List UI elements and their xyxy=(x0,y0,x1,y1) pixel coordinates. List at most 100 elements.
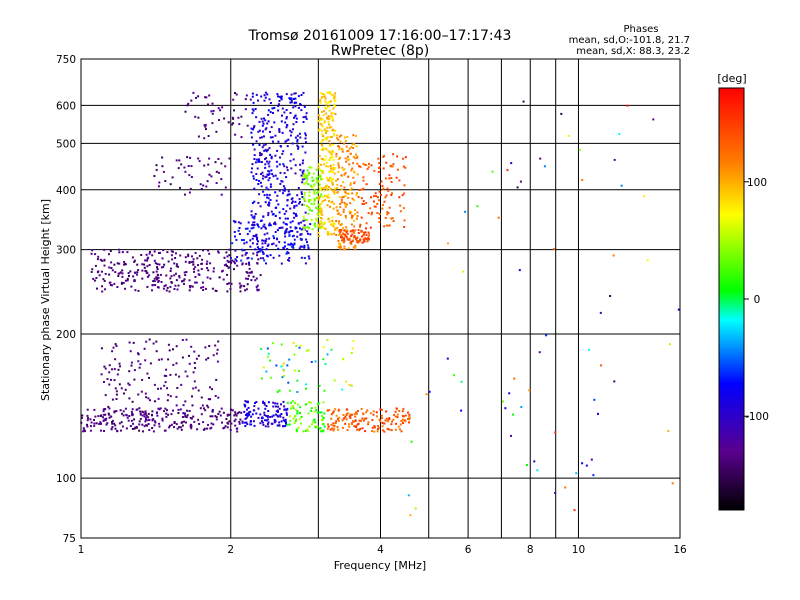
data-point xyxy=(356,192,358,194)
data-point xyxy=(353,171,356,174)
data-point xyxy=(282,192,284,195)
data-point xyxy=(318,173,321,176)
data-point xyxy=(296,230,299,233)
data-point xyxy=(269,185,272,188)
data-point xyxy=(180,163,183,166)
data-point xyxy=(272,140,274,143)
data-point xyxy=(306,218,308,221)
data-point xyxy=(194,252,197,254)
data-point xyxy=(231,123,234,126)
data-point xyxy=(261,246,264,249)
data-point xyxy=(271,243,274,246)
data-point xyxy=(338,135,341,138)
data-point xyxy=(298,418,301,421)
data-point xyxy=(283,374,286,377)
data-point xyxy=(295,344,298,347)
data-point xyxy=(245,277,247,280)
data-point xyxy=(152,280,155,283)
data-point xyxy=(115,410,118,413)
data-point xyxy=(281,114,283,117)
data-point xyxy=(144,392,147,395)
data-point xyxy=(292,341,295,344)
data-point xyxy=(268,177,271,179)
data-point xyxy=(335,152,338,155)
data-point xyxy=(354,415,357,418)
data-point xyxy=(175,265,178,268)
data-point xyxy=(144,420,147,423)
data-point xyxy=(331,150,334,152)
data-point xyxy=(497,216,500,219)
data-point xyxy=(248,413,251,416)
data-point xyxy=(224,186,227,189)
data-point xyxy=(295,227,298,229)
data-point xyxy=(203,124,206,127)
data-point xyxy=(86,425,89,428)
data-point xyxy=(314,426,317,429)
data-point xyxy=(264,226,267,229)
data-point xyxy=(309,184,312,187)
data-point xyxy=(303,224,306,227)
data-point xyxy=(216,348,219,351)
data-point xyxy=(351,214,353,217)
data-point xyxy=(217,171,220,174)
data-point xyxy=(291,142,294,145)
data-point xyxy=(353,413,356,416)
data-point xyxy=(600,364,603,367)
data-point xyxy=(338,232,341,235)
data-point xyxy=(320,169,323,172)
data-point xyxy=(300,221,303,224)
data-point xyxy=(306,244,309,247)
data-point xyxy=(309,198,312,201)
data-point xyxy=(332,129,335,131)
data-point xyxy=(317,105,320,108)
data-point xyxy=(373,425,376,428)
data-point xyxy=(378,162,381,165)
data-point xyxy=(575,472,578,475)
data-point xyxy=(278,421,281,424)
data-point xyxy=(334,167,337,169)
data-point xyxy=(301,196,304,198)
data-point xyxy=(247,406,250,409)
data-point xyxy=(320,193,323,196)
data-point xyxy=(266,347,269,350)
data-point xyxy=(273,237,275,240)
data-point xyxy=(134,289,137,292)
data-point xyxy=(319,101,322,104)
data-point xyxy=(125,427,128,430)
data-point xyxy=(251,112,254,115)
data-point xyxy=(113,282,116,285)
data-point xyxy=(289,230,292,232)
data-point xyxy=(173,426,175,429)
data-point xyxy=(131,413,134,415)
data-point xyxy=(348,238,351,241)
data-point xyxy=(118,251,121,254)
data-point xyxy=(355,194,358,196)
data-point xyxy=(241,248,244,251)
data-point xyxy=(110,415,113,418)
data-point xyxy=(179,408,182,411)
data-point xyxy=(299,227,301,230)
data-point xyxy=(185,416,188,419)
data-point xyxy=(211,409,214,411)
data-point xyxy=(143,413,146,416)
data-point xyxy=(234,92,236,94)
data-point xyxy=(298,369,301,372)
data-point xyxy=(267,243,270,246)
data-point xyxy=(304,226,307,229)
data-point xyxy=(352,229,355,232)
data-point xyxy=(302,430,305,433)
data-point xyxy=(314,360,317,363)
data-point xyxy=(216,352,218,355)
data-point xyxy=(300,174,303,177)
data-point xyxy=(335,155,338,158)
data-point xyxy=(296,235,299,238)
data-point xyxy=(302,197,305,200)
data-point xyxy=(626,104,629,107)
data-point xyxy=(263,402,266,404)
data-point xyxy=(333,192,336,195)
data-point xyxy=(252,175,255,178)
data-point xyxy=(359,238,362,241)
data-point xyxy=(281,365,284,367)
data-point xyxy=(257,99,259,102)
data-point xyxy=(288,257,291,259)
